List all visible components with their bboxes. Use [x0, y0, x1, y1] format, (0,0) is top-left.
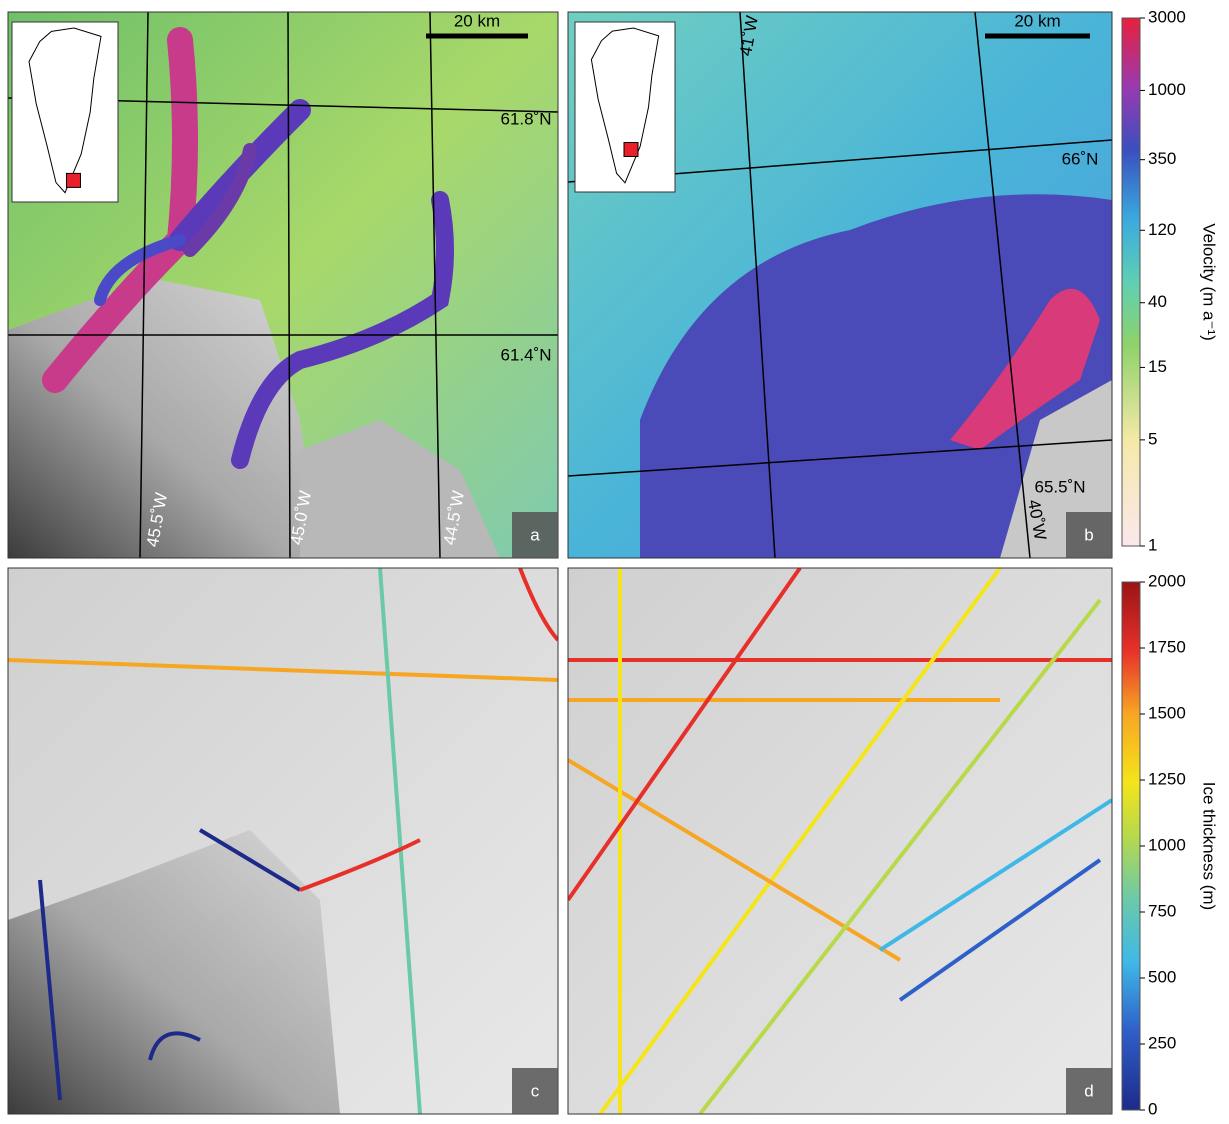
thickness-colorbar [1121, 581, 1141, 1111]
panel-frame [7, 11, 559, 559]
hillshade [568, 568, 1112, 1114]
flight-track [378, 568, 422, 1114]
colorbar-title: Velocity (m a⁻¹) [1200, 223, 1219, 341]
panel-frame [567, 11, 1113, 559]
panel-frame [7, 567, 559, 1115]
flight-track [878, 798, 1112, 952]
colorbar-tick-label: 350 [1148, 149, 1176, 168]
colorbar-tick-label: 2000 [1148, 571, 1186, 590]
greenland-outline [28, 27, 102, 194]
flight-track [8, 658, 558, 682]
map-panel [8, 12, 558, 558]
colorbar-tick-label: 1000 [1148, 80, 1186, 99]
flight-track [299, 838, 421, 892]
grid-label: 65.5˚N [1034, 477, 1085, 496]
graticule [139, 12, 149, 558]
panel-label-box [1066, 1068, 1112, 1114]
colorbar-tick-label: 1500 [1148, 703, 1186, 722]
inset-location [623, 142, 639, 157]
graticule [287, 12, 291, 558]
grid-label: 61.4˚N [500, 345, 551, 364]
flight-track [598, 568, 1002, 1114]
panel-label-box [1066, 512, 1112, 558]
flight-track [198, 828, 302, 892]
panel-frame [567, 567, 1113, 1115]
inset-location [65, 172, 81, 188]
rock [300, 420, 500, 558]
map-panel [568, 568, 1112, 1114]
flight-track [898, 858, 1102, 1002]
flight-track [568, 568, 802, 902]
map-panel [8, 568, 558, 1114]
colorbar-tick-label: 750 [1148, 901, 1176, 920]
colorbar-tick-label: 500 [1148, 967, 1176, 986]
velocity-colorbar [1121, 17, 1141, 547]
panel-label-box [512, 1068, 558, 1114]
graticule [739, 12, 776, 558]
colorbar-tick-label: 250 [1148, 1033, 1176, 1052]
colorbar-tick-label: 1250 [1148, 769, 1186, 788]
panel-label-box [512, 512, 558, 558]
grid-label: 66˚N [1062, 149, 1099, 168]
colorbar-title: Ice thickness (m) [1200, 782, 1219, 910]
greenland-outline [590, 27, 660, 184]
flight-track [148, 1031, 201, 1061]
flight-track [698, 598, 1102, 1114]
panel-label: a [530, 525, 540, 544]
rock [8, 830, 340, 1114]
graticule [568, 439, 1112, 477]
colorbar-tick-label: 3000 [1148, 7, 1186, 26]
scale-bar-label: 20 km [454, 11, 500, 30]
glacier [183, 143, 257, 257]
colorbar-tick-label: 120 [1148, 220, 1176, 239]
colorbar-tick-label: 0 [1148, 1099, 1157, 1118]
grid-label: 61.8˚N [500, 109, 551, 128]
glacier [94, 234, 186, 306]
graticule [429, 12, 441, 558]
colorbar-tick-label: 15 [1148, 357, 1167, 376]
scale-bar-label: 20 km [1014, 11, 1060, 30]
graticule [974, 12, 1031, 558]
colorbar-tick-label: 5 [1148, 429, 1157, 448]
map-panel [568, 12, 1112, 558]
panel-label: c [531, 1081, 540, 1100]
colorbar-tick-label: 1 [1148, 535, 1157, 554]
colorbar-tick-label: 1750 [1148, 637, 1186, 656]
panel-label: d [1084, 1081, 1093, 1100]
colorbar-tick-label: 40 [1148, 292, 1167, 311]
colorbar-tick-label: 1000 [1148, 835, 1186, 854]
glacier [231, 191, 454, 469]
fast-ice [950, 288, 1100, 450]
flight-track [518, 568, 558, 642]
flight-track [38, 879, 62, 1101]
panel-label: b [1084, 525, 1093, 544]
